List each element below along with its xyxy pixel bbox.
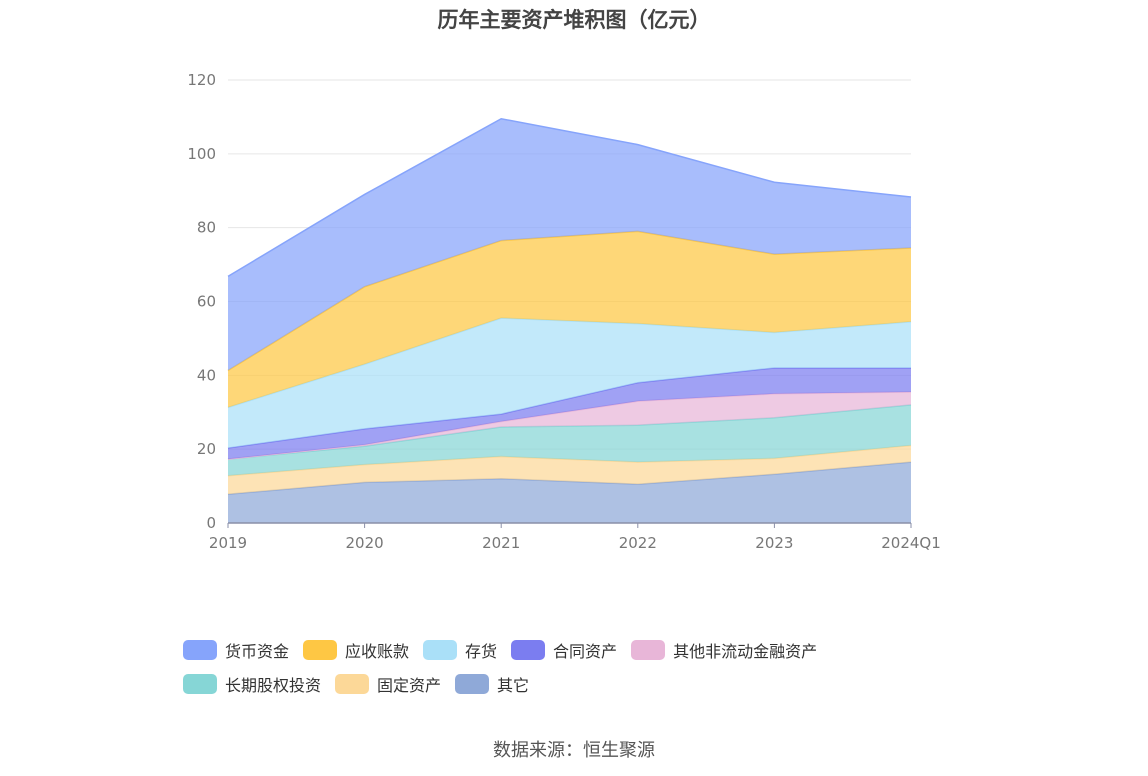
legend-item[interactable]: 应收账款 (303, 638, 409, 662)
stacked-area-chart: 0 20 40 60 80 100 120 2019 2020 2021 2022 2023 2024Q… (187, 71, 940, 552)
legend-swatch (183, 640, 217, 660)
legend-item[interactable]: 固定资产 (335, 672, 441, 696)
legend-swatch (423, 640, 458, 660)
legend-swatch (335, 674, 370, 694)
legend-label: 长期股权投资 (225, 676, 322, 695)
area-长期股权投资 (228, 404, 911, 476)
legend-label: 其它 (497, 676, 530, 695)
x-tick-label: 2019 (209, 534, 247, 552)
area-货币资金 (228, 118, 911, 371)
x-tick-label: 2024Q1 (881, 534, 941, 552)
area-series (227, 117, 912, 523)
y-tick-label: 20 (197, 440, 216, 458)
y-tick-label: 80 (197, 219, 216, 237)
x-tick-label: 2023 (755, 534, 793, 552)
legend-swatch (511, 640, 546, 660)
legend-label: 其他非流动金融资产 (673, 642, 818, 661)
y-tick-label: 120 (187, 71, 216, 89)
legend-item[interactable]: 存货 (423, 638, 497, 662)
legend: 货币资金 应收账款 存货 合同资产 其他非流动金融资产长期股权投资 固定资产 其它 (183, 638, 983, 706)
y-tick-label: 60 (197, 293, 216, 311)
data-source: 数据来源：恒生聚源 (493, 740, 655, 761)
y-tick-label: 40 (197, 366, 216, 384)
legend-swatch (631, 640, 666, 660)
axes: 0 20 40 60 80 100 120 2019 2020 2021 2022 2023 2024Q… (187, 71, 940, 552)
legend-swatch (183, 674, 217, 694)
legend-item[interactable]: 其它 (455, 672, 529, 696)
legend-swatch (303, 640, 338, 660)
legend-label: 合同资产 (553, 642, 618, 661)
legend-item[interactable]: 长期股权投资 (183, 672, 321, 696)
area-line-货币资金 (227, 117, 912, 278)
legend-label: 应收账款 (345, 642, 410, 661)
legend-label: 固定资产 (377, 676, 442, 695)
legend-label: 货币资金 (225, 642, 290, 661)
legend-item[interactable]: 合同资产 (511, 638, 617, 662)
y-tick-label: 0 (206, 514, 216, 532)
chart-title: 历年主要资产堆积图（亿元） (437, 8, 711, 32)
legend-item[interactable]: 货币资金 (183, 638, 289, 662)
area-固定资产 (228, 445, 911, 495)
legend-label: 存货 (465, 642, 498, 661)
x-tick-label: 2021 (482, 534, 520, 552)
x-tick-label: 2020 (346, 534, 384, 552)
legend-item[interactable]: 其他非流动金融资产 (631, 638, 817, 662)
x-tick-label: 2022 (619, 534, 657, 552)
y-tick-label: 100 (187, 145, 216, 163)
area-其他非流动金融资产 (228, 391, 911, 460)
area-存货 (228, 318, 911, 449)
legend-swatch (455, 674, 490, 694)
area-合同资产 (228, 367, 911, 460)
